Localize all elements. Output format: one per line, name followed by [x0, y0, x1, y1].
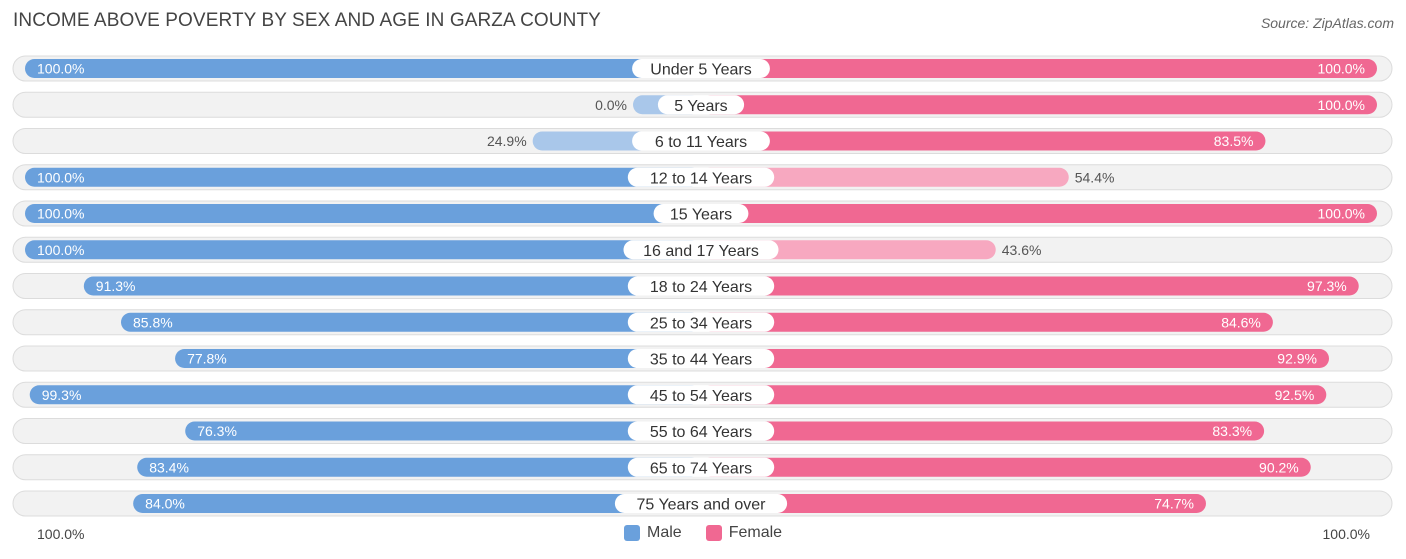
male-bar [25, 204, 701, 223]
male-bar [120, 312, 701, 332]
male-value-label: 83.4% [149, 459, 189, 475]
category-pill [627, 276, 775, 296]
male-value-label: 77.8% [187, 351, 227, 367]
female-bar [701, 95, 1377, 115]
female-bar [701, 349, 1330, 368]
male-bar [133, 494, 701, 513]
male-bar [29, 385, 702, 405]
legend: Male Female [624, 524, 806, 542]
male-value-label: 76.3% [197, 423, 237, 439]
category-label: 5 Years [674, 98, 727, 115]
male-value-label: 84.0% [145, 496, 185, 512]
female-bar [701, 457, 1311, 477]
category-pill [653, 204, 749, 223]
female-value-label: 100.0% [1318, 97, 1365, 113]
axis-right-label: 100.0% [1322, 526, 1370, 542]
male-bar [25, 167, 701, 187]
female-value-label: 100.0% [1318, 61, 1365, 77]
female-value-label: 54.4% [1075, 169, 1115, 185]
category-label: 55 to 64 Years [650, 424, 752, 441]
male-value-label: 100.0% [37, 206, 84, 222]
legend-female-label: Female [728, 524, 783, 541]
male-value-label: 99.3% [42, 387, 82, 403]
category-pill [627, 385, 775, 405]
female-value-label: 74.7% [1154, 496, 1194, 512]
male-bar [83, 276, 701, 296]
female-bar [701, 59, 1377, 78]
female-value-label: 83.5% [1214, 133, 1254, 149]
legend-item-male: Male [624, 524, 682, 542]
female-value-label: 100.0% [1318, 206, 1365, 222]
legend-item-female: Female [705, 524, 783, 542]
male-swatch [624, 525, 640, 541]
category-label: 16 and 17 Years [643, 243, 759, 260]
category-pill [614, 494, 788, 513]
male-bar [175, 349, 701, 368]
female-value-label: 84.6% [1221, 314, 1261, 330]
axis-left-label: 100.0% [37, 526, 85, 542]
female-bar [701, 167, 1069, 187]
female-bar [701, 131, 1266, 151]
female-bar [701, 276, 1359, 296]
category-label: 18 to 24 Years [650, 279, 752, 296]
male-value-label: 100.0% [37, 61, 84, 77]
category-label: Under 5 Years [650, 62, 751, 79]
female-bar [701, 385, 1327, 405]
female-value-label: 83.3% [1212, 423, 1252, 439]
female-bar [701, 204, 1377, 223]
category-pill [627, 312, 775, 332]
category-pill [632, 59, 770, 78]
female-bar [701, 494, 1206, 513]
male-value-label: 91.3% [96, 278, 136, 294]
male-value-label: 100.0% [37, 169, 84, 185]
male-value-label: 0.0% [595, 97, 627, 113]
category-label: 15 Years [670, 207, 732, 224]
category-pill [627, 349, 775, 368]
legend-male-label: Male [647, 524, 682, 541]
category-label: 6 to 11 Years [655, 134, 747, 151]
category-label: 65 to 74 Years [650, 460, 752, 477]
category-label: 35 to 44 Years [650, 352, 752, 369]
category-label: 45 to 54 Years [650, 388, 752, 405]
category-pill [657, 95, 745, 115]
category-pill [627, 421, 775, 441]
female-value-label: 90.2% [1259, 459, 1299, 475]
category-label: 75 Years and over [637, 497, 767, 514]
female-value-label: 92.9% [1277, 351, 1317, 367]
category-pill [627, 457, 775, 477]
source-note: Source: ZipAtlas.com [1260, 15, 1394, 31]
male-value-label: 85.8% [133, 314, 173, 330]
male-value-label: 24.9% [487, 133, 527, 149]
female-swatch [705, 525, 722, 541]
male-bar [25, 240, 701, 260]
female-value-label: 92.5% [1275, 387, 1315, 403]
category-label: 12 to 14 Years [650, 170, 752, 187]
category-pill [627, 167, 775, 187]
category-pill [632, 131, 770, 151]
category-label: 25 to 34 Years [650, 315, 752, 332]
female-value-label: 43.6% [1002, 242, 1042, 258]
female-bar [701, 421, 1265, 441]
male-bar [185, 421, 701, 441]
female-bar [701, 312, 1273, 332]
category-pill [623, 240, 779, 260]
chart-title: INCOME ABOVE POVERTY BY SEX AND AGE IN G… [13, 10, 601, 31]
female-value-label: 97.3% [1307, 278, 1347, 294]
male-value-label: 100.0% [37, 242, 84, 258]
male-bar [25, 59, 701, 78]
male-bar [137, 457, 701, 477]
